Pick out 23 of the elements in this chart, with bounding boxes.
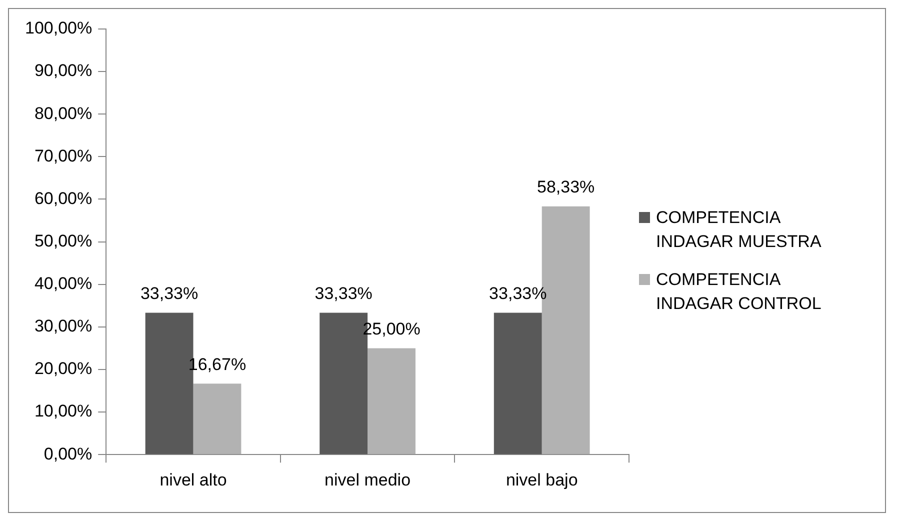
y-tick-label: 20,00% <box>34 359 92 378</box>
y-tick-label: 0,00% <box>44 444 92 464</box>
y-tick-label: 50,00% <box>34 231 92 250</box>
y-tick-label: 60,00% <box>34 188 92 208</box>
y-tick-label: 90,00% <box>34 61 92 80</box>
bar <box>368 348 416 454</box>
x-tick-label: nivel alto <box>160 470 227 490</box>
y-tick-label: 80,00% <box>34 104 92 123</box>
legend-label: COMPETENCIA INDAGAR MUESTRA <box>656 206 822 252</box>
data-label: 33,33% <box>140 284 198 303</box>
data-label: 33,33% <box>314 284 372 303</box>
y-tick-label: 40,00% <box>34 274 92 294</box>
y-tick-label: 70,00% <box>34 146 92 166</box>
y-tick-label: 10,00% <box>34 402 92 421</box>
x-tick-label: nivel bajo <box>506 470 578 490</box>
y-tick-label: 30,00% <box>34 316 92 336</box>
data-label: 58,33% <box>536 178 595 197</box>
y-tick-label: 100,00% <box>24 18 92 38</box>
x-tick-label: nivel medio <box>324 470 411 490</box>
data-label: 33,33% <box>489 284 547 303</box>
bar <box>494 312 542 454</box>
bar <box>193 384 242 454</box>
legend-label: COMPETENCIA INDAGAR CONTROL <box>656 268 822 314</box>
